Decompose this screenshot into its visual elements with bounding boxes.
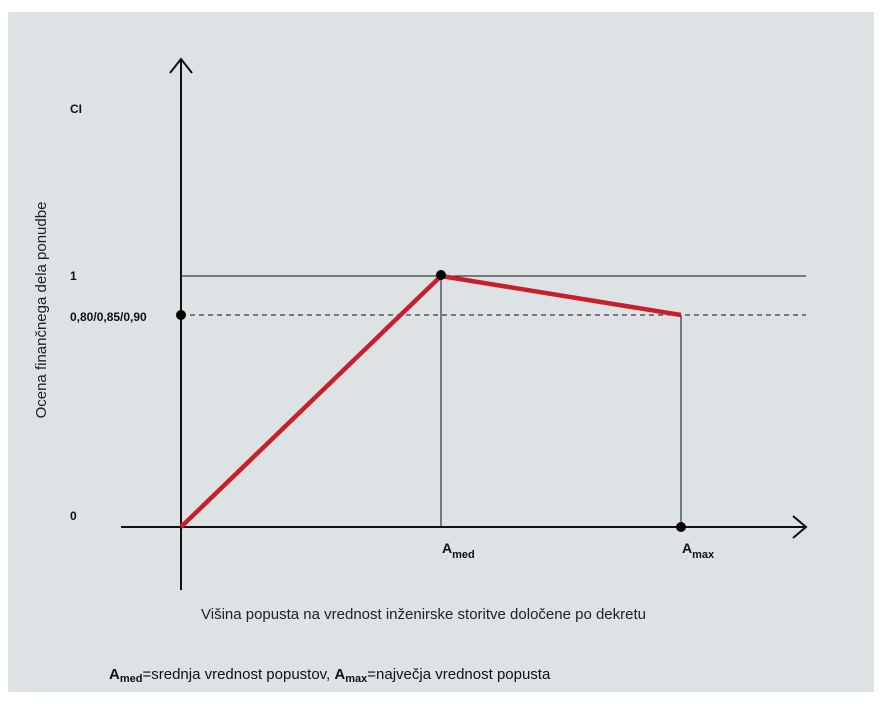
x-axis-arrow [792,515,808,539]
y-tick-0: 0 [70,509,77,523]
legend-amax-symbol: A [334,666,346,683]
legend-amax-sub: max [345,673,368,685]
x-tick-amed: Amed [442,540,475,561]
x-tick-amed-sub: med [452,549,475,561]
legend-footnote: Amed=srednja vrednost popustov, Amax=naj… [109,666,550,685]
legend-amed-text: =srednja vrednost popustov, [142,666,335,683]
y-tick-1: 1 [70,269,77,283]
legend-amed-symbol: A [109,666,120,683]
x-tick-amax: Amax [682,540,715,561]
legend-amed-sub: med [119,673,143,685]
point-amed-peak [436,270,446,280]
x-tick-amax-main: A [682,540,692,556]
y-axis-arrow [169,57,193,74]
y-unit-label: CI [70,102,82,116]
point-amax-axis [676,522,686,532]
x-tick-amed-main: A [442,540,452,556]
score-curve [179,273,682,529]
x-tick-amax-sub: max [692,549,715,561]
legend-amax-text: =največja vrednost popusta [367,666,551,683]
y-axis-title: Ocena finančnega dela ponudbe [33,202,50,419]
x-axis-title: Višina popusta na vrednost inženirske st… [201,606,646,623]
y-tick-mid: 0,80/0,85/0,90 [70,310,147,324]
point-y-mid [176,310,186,320]
